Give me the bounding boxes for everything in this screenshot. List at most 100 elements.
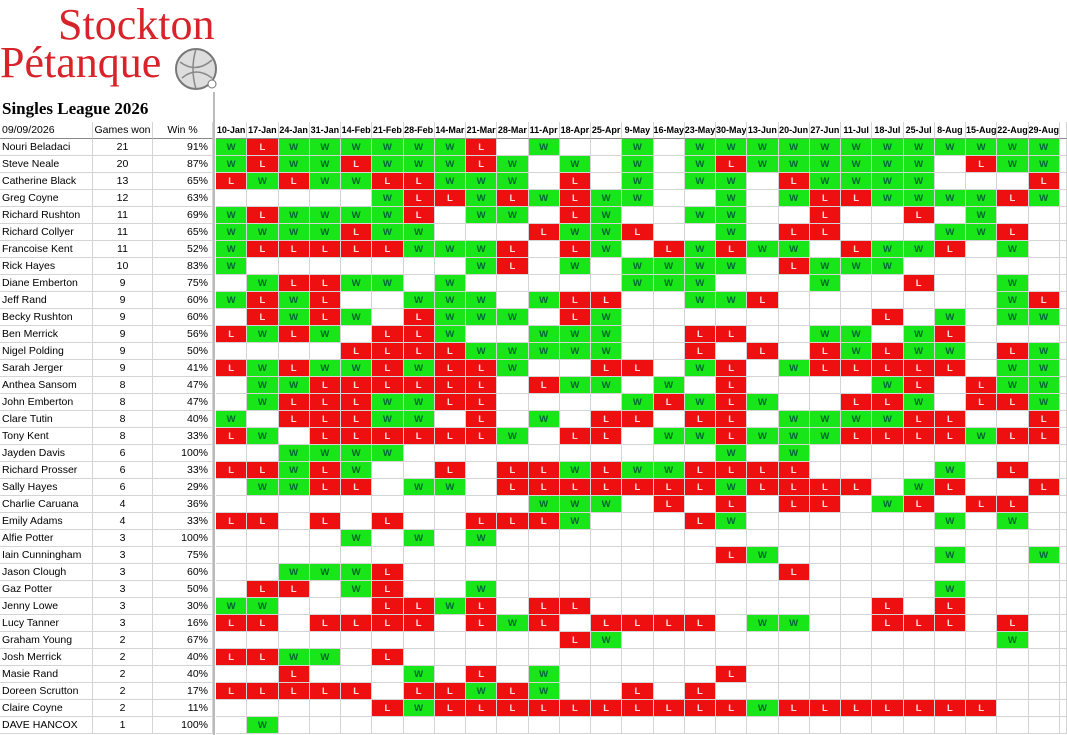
result-cell: W (559, 224, 591, 241)
empty-cell (966, 547, 998, 564)
result-cell: W (591, 224, 623, 241)
result-cell: L (497, 513, 529, 530)
result-cell: L (403, 615, 435, 632)
header-pct: Win % (153, 122, 213, 139)
result-cell: L (247, 207, 279, 224)
empty-cell (747, 360, 779, 377)
result-cell: W (309, 445, 341, 462)
result-cell: L (997, 190, 1029, 207)
empty-cell (497, 394, 529, 411)
empty-cell (622, 207, 654, 224)
empty-cell (247, 496, 279, 513)
result-cell: W (841, 173, 873, 190)
result-cell: L (372, 598, 404, 615)
result-cell: W (559, 496, 591, 513)
win-pct: 11% (153, 700, 213, 717)
games-won: 6 (93, 462, 153, 479)
empty-cell (278, 700, 310, 717)
date-header: 18-Apr (559, 122, 591, 139)
result-cell: L (841, 428, 873, 445)
result-cell: W (466, 530, 498, 547)
empty-cell (622, 309, 654, 326)
empty-cell (903, 309, 935, 326)
result-cell: W (434, 275, 466, 292)
win-pct: 100% (153, 530, 213, 547)
result-cell: W (591, 241, 623, 258)
empty-cell (809, 547, 841, 564)
result-cell: W (403, 479, 435, 496)
empty-cell (216, 581, 248, 598)
empty-cell (341, 700, 373, 717)
empty-cell (497, 292, 529, 309)
result-cell: W (247, 360, 279, 377)
result-cell: L (341, 683, 373, 700)
empty-cell (653, 190, 685, 207)
empty-cell (997, 411, 1029, 428)
player-name: Josh Merrick (0, 649, 93, 666)
result-cell: L (716, 377, 748, 394)
empty-cell (747, 258, 779, 275)
result-cell: W (1028, 190, 1060, 207)
result-cell: L (434, 377, 466, 394)
empty-cell (747, 717, 779, 734)
result-cell: W (434, 173, 466, 190)
empty-cell (966, 258, 998, 275)
result-cell: L (528, 615, 560, 632)
result-cell: L (216, 326, 248, 343)
empty-cell (716, 632, 748, 649)
empty-cell (216, 632, 248, 649)
empty-cell (809, 649, 841, 666)
title: Singles League 2026 (2, 99, 149, 118)
empty-cell (684, 377, 716, 394)
result-cell: L (591, 360, 623, 377)
empty-cell (997, 479, 1029, 496)
result-cell: L (559, 309, 591, 326)
date-header: 17-Jan (247, 122, 279, 139)
empty-cell (466, 649, 498, 666)
empty-cell (1028, 598, 1060, 615)
result-cell: L (591, 462, 623, 479)
empty-cell (1059, 190, 1067, 207)
date-header: 21-Feb (372, 122, 404, 139)
empty-cell (809, 683, 841, 700)
result-cell: L (841, 241, 873, 258)
result-cell: W (778, 411, 810, 428)
result-cell: W (247, 717, 279, 734)
result-cell: L (934, 428, 966, 445)
empty-cell (434, 649, 466, 666)
empty-cell (653, 564, 685, 581)
games-won: 9 (93, 343, 153, 360)
empty-cell (716, 564, 748, 581)
empty-cell (434, 564, 466, 581)
date-header: 27-Jun (809, 122, 841, 139)
empty-cell (216, 547, 248, 564)
result-cell: W (528, 411, 560, 428)
games-won: 3 (93, 564, 153, 581)
empty-cell (809, 462, 841, 479)
divider (213, 92, 215, 735)
result-cell: L (403, 190, 435, 207)
empty-cell (903, 564, 935, 581)
empty-cell (434, 207, 466, 224)
result-cell: W (778, 156, 810, 173)
games-won: 12 (93, 190, 153, 207)
empty-cell (372, 309, 404, 326)
result-cell: W (591, 343, 623, 360)
games-won: 11 (93, 241, 153, 258)
empty-cell (872, 717, 904, 734)
result-cell: L (934, 326, 966, 343)
result-cell: L (309, 683, 341, 700)
empty-cell (591, 666, 623, 683)
result-cell: W (434, 156, 466, 173)
result-cell: L (997, 462, 1029, 479)
empty-cell (434, 547, 466, 564)
result-cell: W (841, 326, 873, 343)
empty-cell (497, 649, 529, 666)
empty-cell (497, 496, 529, 513)
result-cell: W (684, 394, 716, 411)
result-cell: W (684, 360, 716, 377)
result-cell: W (341, 462, 373, 479)
result-cell: L (872, 343, 904, 360)
result-cell: W (309, 139, 341, 156)
result-cell: L (341, 156, 373, 173)
